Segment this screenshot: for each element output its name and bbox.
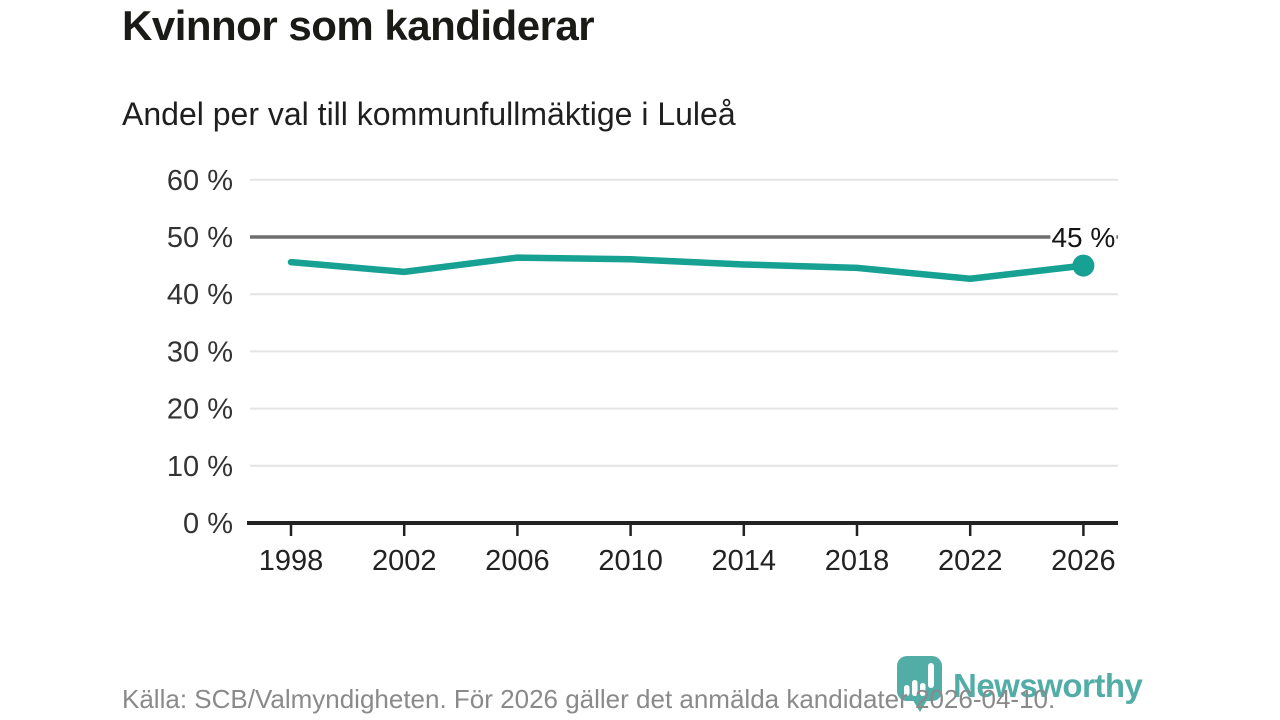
chart-subtitle: Andel per val till kommunfullmäktige i L… [122, 96, 736, 132]
x-tick-label: 2002 [372, 545, 437, 577]
y-tick-label: 60 % [167, 165, 233, 197]
x-tick-label: 2018 [825, 545, 890, 577]
point-label-background [1050, 221, 1117, 253]
x-tick-label: 2006 [485, 545, 550, 577]
x-tick-label: 2022 [938, 545, 1003, 577]
last-data-point [1072, 254, 1095, 277]
newsworthy-logo-text: Newsworthy [953, 667, 1143, 704]
chart-title: Kvinnor som kandiderar [122, 2, 595, 49]
y-tick-label: 30 % [167, 336, 233, 368]
data-line [287, 254, 1087, 283]
source-note: Källa: SCB/Valmyndigheten. För 2026 gäll… [122, 684, 1056, 714]
x-tick-label: 2010 [598, 545, 663, 577]
y-tick-label: 50 % [167, 222, 233, 254]
x-tick-label: 2014 [712, 545, 777, 577]
y-tick-label: 40 % [167, 279, 233, 311]
point-label: 45 % [1051, 222, 1115, 253]
x-tick-label: 2026 [1051, 545, 1116, 577]
x-tick-label: 1998 [259, 545, 324, 577]
newsworthy-pin-barchart-icon [897, 656, 942, 712]
y-tick-label: 20 % [167, 394, 233, 426]
y-tick-label: 10 % [167, 451, 233, 483]
newsworthy-logo: Newsworthy [896, 655, 1143, 713]
y-tick-label: 0 % [183, 508, 233, 540]
